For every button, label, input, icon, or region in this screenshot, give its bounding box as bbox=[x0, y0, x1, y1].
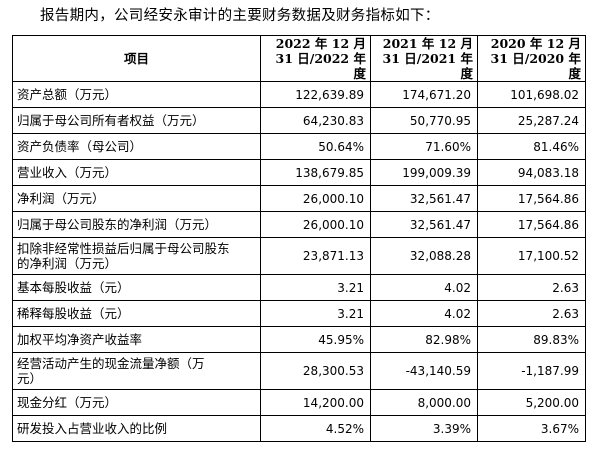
header-2021: 2021 年 12 月 31 日/2021 年度 bbox=[370, 35, 478, 82]
header-2022: 2022 年 12 月 31 日/2022 年度 bbox=[260, 35, 371, 82]
cell-2021: -43,140.59 bbox=[370, 352, 478, 390]
row-label: 基本每股收益（元） bbox=[12, 274, 261, 301]
table-row: 营业收入（万元） 138,679.85 199,009.39 94,083.18 bbox=[12, 159, 586, 186]
cell-2020: 25,287.24 bbox=[477, 107, 586, 134]
cell-2022: 28,300.53 bbox=[260, 352, 371, 390]
table-row: 经营活动产生的现金流量净额（万 元） 28,300.53 -43,140.59 -1,1… bbox=[12, 352, 586, 390]
table-header-row: 项目 2022 年 12 月 31 日/2022 年度 2021 年 12 月 31… bbox=[12, 35, 586, 82]
cell-2022: 122,639.89 bbox=[260, 81, 371, 108]
cell-2020: 89.83% bbox=[477, 326, 586, 353]
row-label: 净利润（万元） bbox=[12, 185, 261, 212]
cell-2021: 71.60% bbox=[370, 133, 478, 160]
intro-text: 报告期内，公司经安永审计的主要财务数据及财务指标如下： bbox=[40, 8, 440, 24]
cell-2020: 17,564.86 bbox=[477, 185, 586, 212]
cell-2021: 199,009.39 bbox=[370, 159, 478, 186]
cell-2022: 45.95% bbox=[260, 326, 371, 353]
cell-2020: 2.63 bbox=[477, 274, 586, 301]
cell-2020: 17,100.52 bbox=[477, 237, 586, 275]
table-row: 归属于母公司股东的净利润（万元） 26,000.10 32,561.47 17,564… bbox=[12, 211, 586, 238]
cell-2021: 32,088.28 bbox=[370, 237, 478, 275]
row-label: 加权平均净资产收益率 bbox=[12, 326, 261, 353]
table-row: 归属于母公司所有者权益（万元） 64,230.83 50,770.95 25,287.… bbox=[12, 107, 586, 134]
table-row: 研发投入占营业收入的比例 4.52% 3.39% 3.67% bbox=[12, 415, 586, 442]
table-row: 扣除非经常性损益后归属于母公司股东 的净利润（万元） 23,871.13 32,088… bbox=[12, 237, 586, 275]
table-row: 资产总额（万元） 122,639.89 174,671.20 101,698.02 bbox=[12, 81, 586, 108]
cell-2020: 94,083.18 bbox=[477, 159, 586, 186]
table-row: 稀释每股收益（元） 3.21 4.02 2.63 bbox=[12, 300, 586, 327]
row-label: 现金分红（万元） bbox=[12, 389, 261, 416]
row-label: 资产总额（万元） bbox=[12, 81, 261, 108]
cell-2022: 64,230.83 bbox=[260, 107, 371, 134]
cell-2021: 8,000.00 bbox=[370, 389, 478, 416]
cell-2022: 50.64% bbox=[260, 133, 371, 160]
cell-2020: 17,564.86 bbox=[477, 211, 586, 238]
cell-2021: 4.02 bbox=[370, 274, 478, 301]
header-item: 项目 bbox=[12, 35, 261, 82]
cell-2021: 82.98% bbox=[370, 326, 478, 353]
row-label: 研发投入占营业收入的比例 bbox=[12, 415, 261, 442]
cell-2022: 138,679.85 bbox=[260, 159, 371, 186]
cell-2021: 32,561.47 bbox=[370, 185, 478, 212]
row-label: 经营活动产生的现金流量净额（万 元） bbox=[12, 352, 261, 390]
cell-2022: 23,871.13 bbox=[260, 237, 371, 275]
cell-2022: 26,000.10 bbox=[260, 211, 371, 238]
cell-2021: 32,561.47 bbox=[370, 211, 478, 238]
row-label: 归属于母公司股东的净利润（万元） bbox=[12, 211, 261, 238]
cell-2021: 4.02 bbox=[370, 300, 478, 327]
cell-2021: 3.39% bbox=[370, 415, 478, 442]
table-row: 净利润（万元） 26,000.10 32,561.47 17,564.86 bbox=[12, 185, 586, 212]
cell-2022: 26,000.10 bbox=[260, 185, 371, 212]
cell-2021: 174,671.20 bbox=[370, 81, 478, 108]
cell-2020: 5,200.00 bbox=[477, 389, 586, 416]
cell-2020: 81.46% bbox=[477, 133, 586, 160]
cell-2022: 3.21 bbox=[260, 274, 371, 301]
table-row: 基本每股收益（元） 3.21 4.02 2.63 bbox=[12, 274, 586, 301]
table-row: 资产负债率（母公司） 50.64% 71.60% 81.46% bbox=[12, 133, 586, 160]
cell-2020: 3.67% bbox=[477, 415, 586, 442]
row-label: 营业收入（万元） bbox=[12, 159, 261, 186]
cell-2020: 101,698.02 bbox=[477, 81, 586, 108]
row-label: 归属于母公司所有者权益（万元） bbox=[12, 107, 261, 134]
table-row: 现金分红（万元） 14,200.00 8,000.00 5,200.00 bbox=[12, 389, 586, 416]
financial-data-table: 项目 2022 年 12 月 31 日/2022 年度 2021 年 12 月 31… bbox=[12, 35, 586, 442]
cell-2022: 3.21 bbox=[260, 300, 371, 327]
cell-2020: -1,187.99 bbox=[477, 352, 586, 390]
row-label: 扣除非经常性损益后归属于母公司股东 的净利润（万元） bbox=[12, 237, 261, 275]
header-2020: 2020 年 12 月 31 日/2020 年度 bbox=[477, 35, 586, 82]
table-row: 加权平均净资产收益率 45.95% 82.98% 89.83% bbox=[12, 326, 586, 353]
cell-2022: 14,200.00 bbox=[260, 389, 371, 416]
cell-2021: 50,770.95 bbox=[370, 107, 478, 134]
row-label: 资产负债率（母公司） bbox=[12, 133, 261, 160]
cell-2022: 4.52% bbox=[260, 415, 371, 442]
cell-2020: 2.63 bbox=[477, 300, 586, 327]
row-label: 稀释每股收益（元） bbox=[12, 300, 261, 327]
